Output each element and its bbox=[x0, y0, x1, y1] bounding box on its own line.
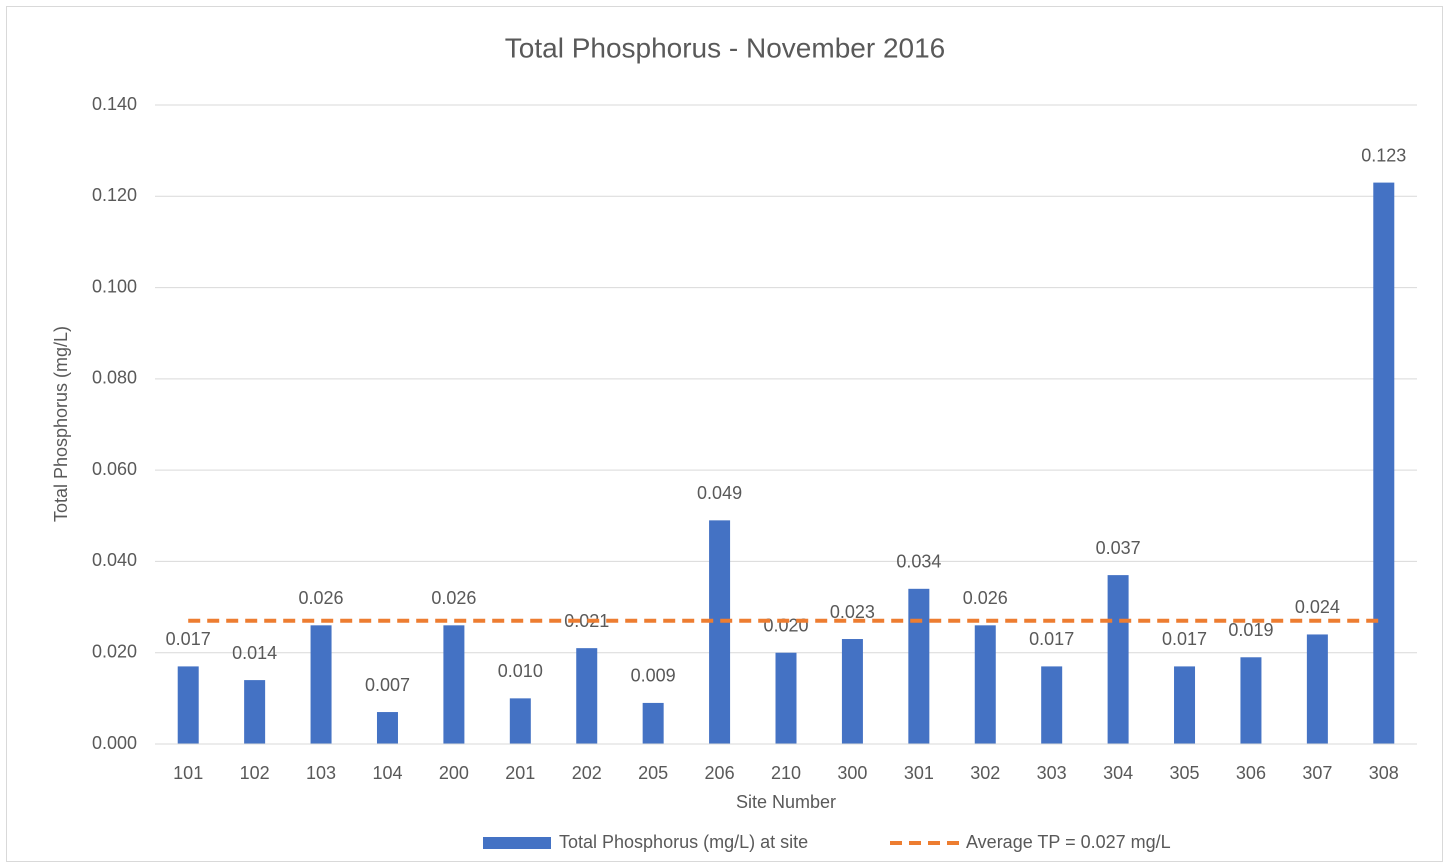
x-tick-label: 305 bbox=[1170, 763, 1200, 783]
x-tick-label: 101 bbox=[173, 763, 203, 783]
bar bbox=[509, 698, 531, 744]
data-label: 0.123 bbox=[1361, 145, 1406, 165]
legend-label: Average TP = 0.027 mg/L bbox=[966, 832, 1171, 852]
x-tick-label: 304 bbox=[1103, 763, 1133, 783]
y-tick-label: 0.060 bbox=[92, 459, 137, 479]
data-label: 0.017 bbox=[166, 629, 211, 649]
bar bbox=[244, 680, 266, 744]
legend-label: Total Phosphorus (mg/L) at site bbox=[559, 832, 808, 852]
bar bbox=[443, 625, 465, 744]
x-tick-label: 202 bbox=[572, 763, 602, 783]
x-tick-label: 308 bbox=[1369, 763, 1399, 783]
chart-title: Total Phosphorus - November 2016 bbox=[505, 32, 945, 63]
bar bbox=[841, 639, 863, 744]
bar bbox=[1174, 666, 1196, 744]
data-label: 0.009 bbox=[631, 666, 676, 686]
x-tick-label: 201 bbox=[505, 763, 535, 783]
data-label: 0.034 bbox=[896, 552, 941, 572]
y-tick-label: 0.100 bbox=[92, 276, 137, 296]
x-tick-label: 306 bbox=[1236, 763, 1266, 783]
bar bbox=[376, 712, 398, 744]
data-label: 0.024 bbox=[1295, 597, 1340, 617]
data-label: 0.007 bbox=[365, 675, 410, 695]
data-label: 0.014 bbox=[232, 643, 277, 663]
bar bbox=[1373, 182, 1395, 745]
data-label: 0.026 bbox=[299, 588, 344, 608]
bar bbox=[974, 625, 996, 744]
x-tick-label: 302 bbox=[970, 763, 1000, 783]
data-label: 0.017 bbox=[1162, 629, 1207, 649]
bar bbox=[177, 666, 199, 744]
x-tick-label: 205 bbox=[638, 763, 668, 783]
y-tick-label: 0.020 bbox=[92, 641, 137, 661]
bar bbox=[1240, 657, 1262, 744]
bar bbox=[1107, 575, 1129, 744]
legend-swatch bbox=[483, 837, 551, 849]
bar bbox=[310, 625, 332, 744]
x-axis-label: Site Number bbox=[736, 792, 836, 812]
bar bbox=[709, 520, 731, 744]
data-label: 0.010 bbox=[498, 661, 543, 681]
x-tick-label: 307 bbox=[1302, 763, 1332, 783]
bar bbox=[775, 652, 797, 744]
x-tick-label: 103 bbox=[306, 763, 336, 783]
data-label: 0.021 bbox=[564, 611, 609, 631]
bar bbox=[1306, 634, 1328, 744]
x-tick-label: 300 bbox=[837, 763, 867, 783]
y-tick-label: 0.140 bbox=[92, 94, 137, 114]
data-label: 0.026 bbox=[963, 588, 1008, 608]
y-tick-label: 0.120 bbox=[92, 185, 137, 205]
y-tick-label: 0.040 bbox=[92, 550, 137, 570]
y-tick-label: 0.000 bbox=[92, 733, 137, 753]
x-tick-label: 200 bbox=[439, 763, 469, 783]
x-tick-label: 210 bbox=[771, 763, 801, 783]
data-label: 0.049 bbox=[697, 483, 742, 503]
y-axis-label: Total Phosphorus (mg/L) bbox=[51, 326, 71, 522]
x-tick-label: 301 bbox=[904, 763, 934, 783]
data-label: 0.017 bbox=[1029, 629, 1074, 649]
bar bbox=[576, 648, 598, 744]
data-label: 0.023 bbox=[830, 602, 875, 622]
bar bbox=[1041, 666, 1063, 744]
y-tick-label: 0.080 bbox=[92, 368, 137, 388]
data-label: 0.020 bbox=[763, 615, 808, 635]
bar bbox=[642, 702, 664, 744]
data-label: 0.037 bbox=[1096, 538, 1141, 558]
x-tick-label: 102 bbox=[240, 763, 270, 783]
x-tick-label: 104 bbox=[372, 763, 402, 783]
data-label: 0.026 bbox=[431, 588, 476, 608]
x-tick-label: 206 bbox=[705, 763, 735, 783]
bar bbox=[908, 588, 930, 744]
x-tick-label: 303 bbox=[1037, 763, 1067, 783]
data-label: 0.019 bbox=[1228, 620, 1273, 640]
